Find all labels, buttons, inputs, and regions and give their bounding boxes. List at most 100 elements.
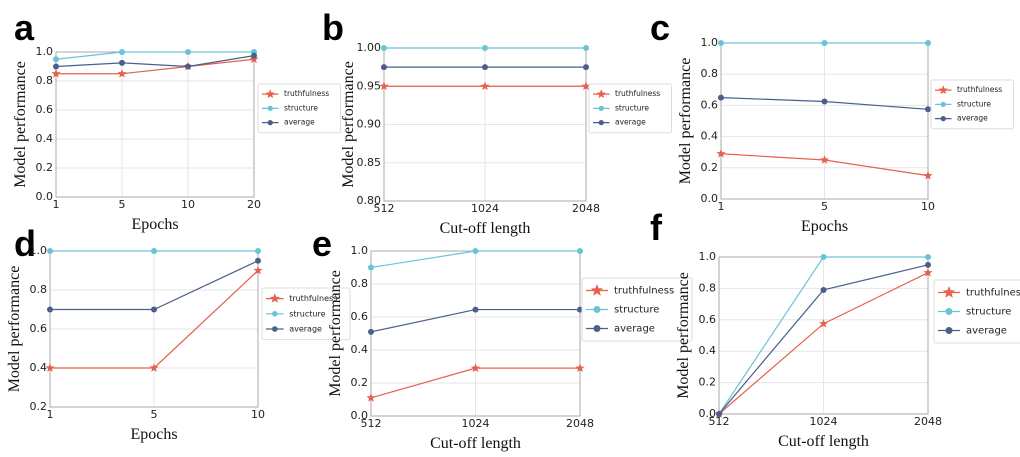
circle-marker xyxy=(482,45,488,51)
circle-marker xyxy=(185,63,191,70)
star-marker xyxy=(51,69,61,78)
legend-box xyxy=(588,83,672,134)
legend-marker xyxy=(598,105,604,111)
y-tick-label: 0.6 xyxy=(701,98,719,111)
star-marker xyxy=(249,54,259,64)
legend-label: truthfulness xyxy=(614,286,674,297)
panel: a 0.0 0.2 0.4 0.6 0.8 1.0 1 5 10 20 Epochs Model per… xyxy=(12,7,341,233)
x-tick-label: 512 xyxy=(709,415,730,428)
legend-marker xyxy=(272,326,278,332)
x-tick-label: 1024 xyxy=(810,415,838,428)
legend-label: average xyxy=(966,326,1007,337)
y-tick-label: 0.85 xyxy=(357,156,382,169)
star-marker xyxy=(819,155,830,164)
circle-marker xyxy=(381,45,387,51)
y-tick-label: 0.95 xyxy=(357,79,382,92)
y-tick-label: 0.0 xyxy=(351,409,369,422)
legend-marker xyxy=(942,286,956,298)
legend-marker xyxy=(269,293,280,303)
circle-marker xyxy=(718,94,724,101)
circle-marker xyxy=(820,254,827,260)
star-marker xyxy=(923,267,933,277)
star-marker xyxy=(923,170,933,180)
legend-label: structure xyxy=(957,99,991,108)
legend-label: structure xyxy=(615,103,649,112)
star-marker xyxy=(470,363,481,372)
legend-label: truthfulness xyxy=(284,89,329,98)
circle-marker xyxy=(472,306,479,313)
legend-label: truthfulness xyxy=(289,294,337,303)
y-axis-label: Model performance xyxy=(327,270,344,397)
x-tick-label: 1024 xyxy=(462,417,490,430)
legend-label: structure xyxy=(966,307,1011,318)
legend-marker xyxy=(598,120,604,126)
star-marker xyxy=(716,149,726,158)
circle-marker xyxy=(255,248,261,254)
y-tick-label: 0.6 xyxy=(699,313,717,326)
circle-marker xyxy=(583,64,589,71)
x-tick-label: 1 xyxy=(53,198,60,211)
y-tick-label: 0.2 xyxy=(36,161,54,174)
y-tick-label: 1.0 xyxy=(36,45,54,58)
circle-marker xyxy=(583,45,589,51)
x-tick-label: 5 xyxy=(151,408,158,421)
legend-marker xyxy=(267,120,273,126)
legend-box xyxy=(930,79,1014,130)
circle-marker xyxy=(820,286,827,293)
panel-letter: c xyxy=(650,7,670,48)
y-tick-label: 0.4 xyxy=(701,130,719,143)
legend-label: average xyxy=(289,325,322,334)
legend-label: average xyxy=(284,118,315,127)
y-tick-label: 0.2 xyxy=(30,400,48,413)
legend-marker xyxy=(272,311,278,317)
y-tick-label: 0.8 xyxy=(699,281,717,294)
circle-marker xyxy=(47,248,53,254)
legend-marker xyxy=(940,101,946,107)
y-tick-label: 1.00 xyxy=(357,41,382,54)
circle-marker xyxy=(185,49,191,55)
legend-label: average xyxy=(615,118,646,127)
star-marker xyxy=(575,363,585,372)
x-tick-label: 10 xyxy=(251,408,265,421)
x-tick-label: 1 xyxy=(47,408,54,421)
star-marker xyxy=(366,393,376,402)
x-tick-label: 1024 xyxy=(471,202,499,215)
x-tick-label: 5 xyxy=(119,198,126,211)
legend-box xyxy=(261,287,351,341)
line xyxy=(55,51,254,60)
circle-marker xyxy=(151,248,157,254)
x-axis-label: Epochs xyxy=(131,216,178,233)
x-tick-label: 2048 xyxy=(914,415,942,428)
y-tick-label: 1.0 xyxy=(701,36,719,49)
y-tick-label: 0.6 xyxy=(30,322,48,335)
circle-marker xyxy=(119,49,125,55)
star-marker xyxy=(480,81,490,91)
line xyxy=(56,58,255,75)
y-axis-label: Model performance xyxy=(12,61,29,188)
circle-marker xyxy=(925,106,931,113)
x-tick-label: 5 xyxy=(821,200,828,213)
panel: c 0.0 0.2 0.4 0.6 0.8 1.0 1 5 10 Epochs Model perfo… xyxy=(650,7,1014,235)
y-tick-label: 0.2 xyxy=(351,376,369,389)
y-tick-label: 1.0 xyxy=(699,250,717,263)
y-tick-label: 0.4 xyxy=(351,343,369,356)
x-axis-label: Epochs xyxy=(801,218,848,235)
y-tick-label: 0.4 xyxy=(30,361,48,374)
x-tick-label: 2048 xyxy=(572,202,600,215)
legend-label: average xyxy=(614,324,655,335)
panel: b 0.80 0.85 0.90 0.95 1.00 512 1024 2048 Cut-off … xyxy=(322,7,672,237)
star-marker xyxy=(45,363,55,372)
x-tick-label: 512 xyxy=(361,417,382,430)
panel: d 0.2 0.4 0.6 0.8 1.0 1 5 10 Epochs Model performa… xyxy=(6,223,351,443)
x-axis-label: Cut-off length xyxy=(430,435,521,452)
circle-marker xyxy=(718,40,724,46)
star-marker xyxy=(253,265,263,275)
panel-letter: e xyxy=(312,223,332,264)
star-marker xyxy=(379,81,389,91)
legend-label: structure xyxy=(284,103,318,112)
circle-marker xyxy=(53,63,59,70)
y-tick-label: 0.0 xyxy=(701,192,719,205)
panel: f 0.0 0.2 0.4 0.6 0.8 1.0 512 1024 2048 Cut-off le… xyxy=(650,207,1020,450)
y-axis-label: Model performance xyxy=(340,61,357,188)
